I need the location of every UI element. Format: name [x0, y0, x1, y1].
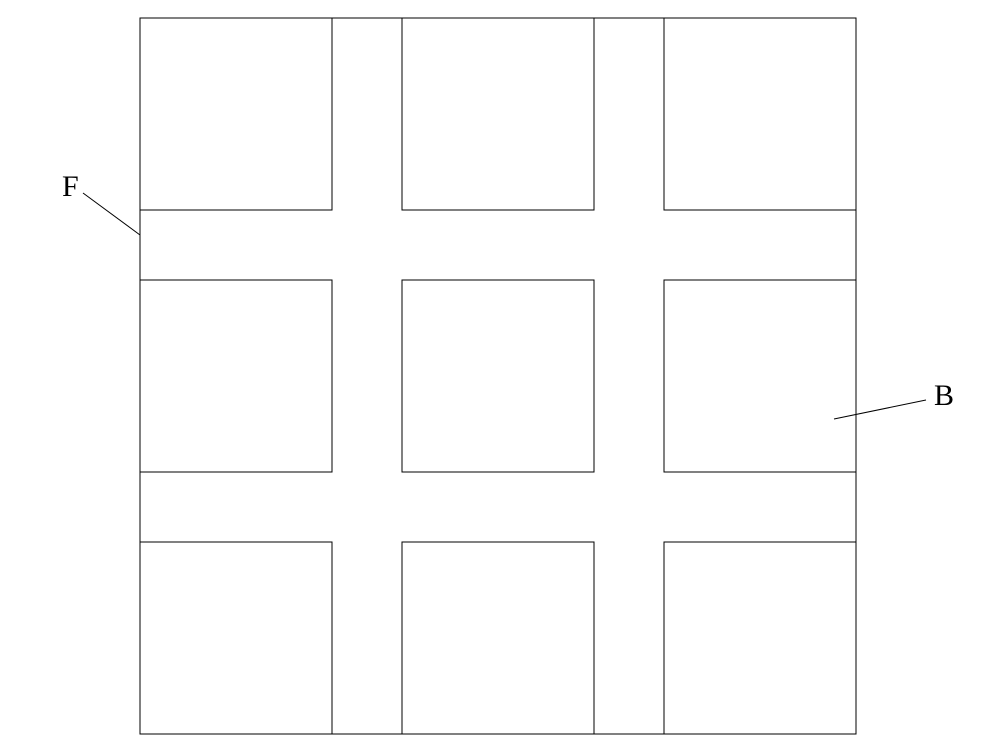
grid-cell — [402, 280, 594, 472]
grid-cell — [402, 18, 594, 210]
grid-cells — [140, 18, 856, 734]
grid-cell — [664, 280, 856, 472]
grid-cell — [140, 280, 332, 472]
grid-cell — [664, 18, 856, 210]
leader-line-f — [83, 193, 140, 235]
diagram-canvas: F B — [0, 0, 1000, 751]
label-f: F — [62, 170, 79, 203]
grid-cell — [140, 18, 332, 210]
outer-frame — [140, 18, 856, 734]
grid-cell — [402, 542, 594, 734]
grid-cell — [664, 542, 856, 734]
leader-line-b — [834, 400, 926, 419]
grid-cell — [140, 542, 332, 734]
label-b: B — [934, 379, 954, 412]
